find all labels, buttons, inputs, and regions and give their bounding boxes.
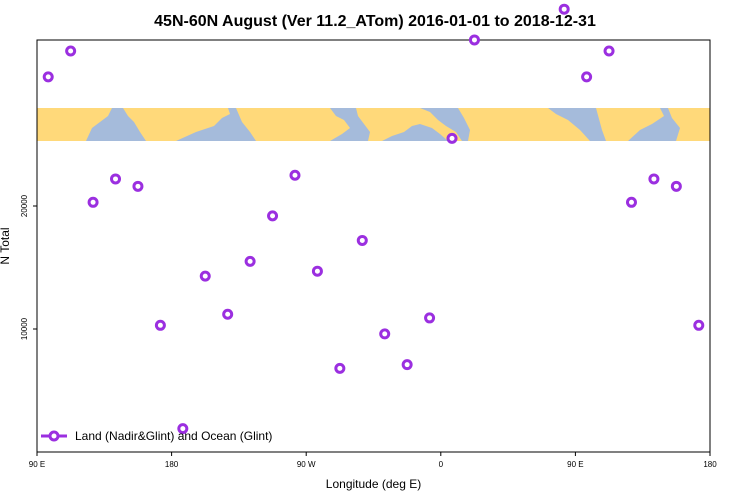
- map-land: [236, 108, 350, 141]
- legend-label: Land (Nadir&Glint) and Ocean (Glint): [75, 429, 272, 443]
- data-point: [379, 328, 391, 340]
- x-axis: 90 E 180 90 W 0 90 E 180: [29, 452, 717, 469]
- x-tick-label: 90 E: [29, 460, 45, 469]
- data-point: [670, 180, 682, 192]
- x-tick-label: 180: [165, 460, 179, 469]
- map-land: [356, 108, 462, 141]
- world-map-strip: [37, 108, 710, 141]
- data-point: [244, 255, 256, 267]
- data-point: [199, 270, 211, 282]
- map-land: [382, 112, 396, 124]
- y-axis-title: N Total: [0, 227, 12, 264]
- data-point: [603, 45, 615, 57]
- data-point: [311, 265, 323, 277]
- data-point: [401, 359, 413, 371]
- data-point: [267, 210, 279, 222]
- data-point: [558, 3, 570, 15]
- legend: Land (Nadir&Glint) and Ocean (Glint): [41, 429, 272, 443]
- data-point: [648, 173, 660, 185]
- data-point: [446, 132, 458, 144]
- x-tick-label: 0: [439, 460, 444, 469]
- x-tick-label: 180: [703, 460, 717, 469]
- data-point: [87, 196, 99, 208]
- data-point: [110, 173, 122, 185]
- map-land: [596, 108, 664, 141]
- map-land: [123, 108, 230, 141]
- data-point: [132, 180, 144, 192]
- data-point: [468, 34, 480, 46]
- data-point: [424, 312, 436, 324]
- map-land: [37, 108, 112, 141]
- data-point: [625, 196, 637, 208]
- data-point: [154, 319, 166, 331]
- data-point: [289, 169, 301, 181]
- y-tick-label: 10000: [20, 317, 29, 340]
- map-land: [668, 108, 710, 141]
- data-point: [693, 319, 705, 331]
- data-point: [177, 423, 189, 435]
- data-points: [42, 3, 705, 435]
- data-point: [581, 71, 593, 83]
- map-land: [458, 108, 590, 141]
- plot-frame: [36, 39, 711, 453]
- data-point: [222, 308, 234, 320]
- data-point: [356, 234, 368, 246]
- data-point: [334, 362, 346, 374]
- legend-marker: [48, 430, 60, 442]
- x-axis-title: Longitude (deg E): [326, 477, 421, 491]
- x-tick-label: 90 E: [567, 460, 583, 469]
- y-axis: 100002000050000: [20, 194, 37, 340]
- data-point: [65, 45, 77, 57]
- chart-title: 45N-60N August (Ver 11.2_ATom) 2016-01-0…: [154, 13, 596, 30]
- x-tick-label: 90 W: [297, 460, 316, 469]
- y-tick-label: 20000: [20, 194, 29, 217]
- data-point: [42, 71, 54, 83]
